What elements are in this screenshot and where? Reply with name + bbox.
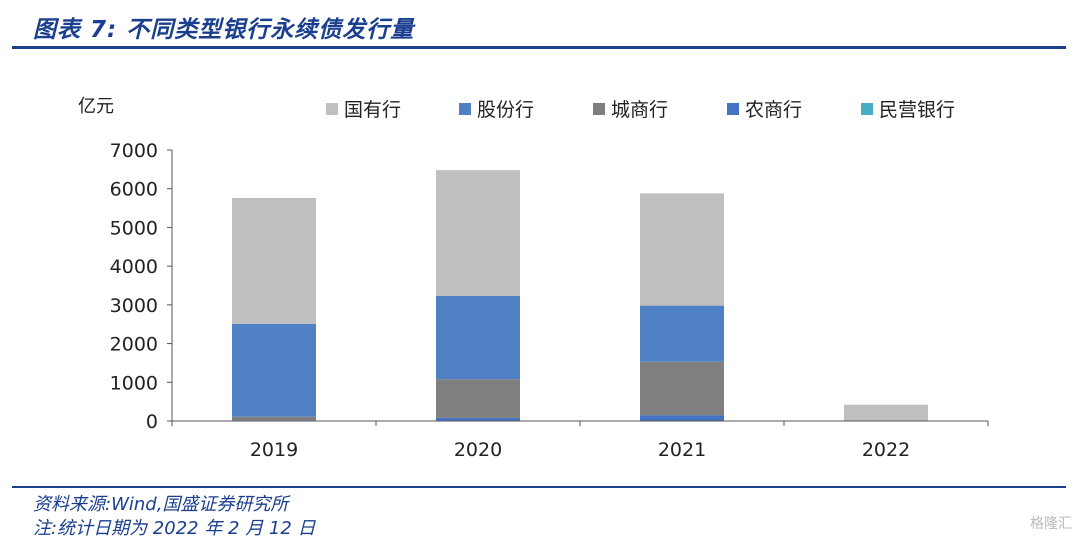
chart-title: 图表 7: 不同类型银行永续债发行量 [33,17,415,43]
bar-segment [436,170,520,296]
legend-swatch [459,103,471,115]
legend-item: 民营银行 [861,99,955,121]
bar-segment [844,404,928,421]
y-tick-label: 6000 [110,179,158,201]
x-tick-label: 2022 [862,439,910,461]
bar-segment [232,323,316,417]
bar-segment [640,415,724,421]
legend-swatch [593,103,605,115]
x-tick-label: 2021 [658,439,706,461]
bar-segment [640,305,724,362]
y-axis: 0 1000 2000 3000 4000 5000 6000 7000 [110,140,173,433]
stacked-bar-chart: 亿元 国有行 股份行 城商行 农商行 民营银行 0 1000 2000 3000 4000 500… [78,96,989,461]
x-tick-label: 2020 [454,439,502,461]
y-axis-label: 亿元 [78,96,114,117]
source-note: 资料来源:Wind,国盛证券研究所 [33,494,289,515]
bar-segment [232,416,316,421]
legend-label: 国有行 [344,99,401,121]
legend-swatch [727,103,739,115]
header-rule [12,46,1066,49]
legend-label: 股份行 [477,99,534,121]
legend-label: 农商行 [745,99,802,121]
y-tick-label: 4000 [110,256,158,278]
bars [232,170,928,421]
legend-label: 民营银行 [879,99,955,121]
footer-rule [12,486,1066,488]
legend: 国有行 股份行 城商行 农商行 民营银行 [326,99,955,121]
legend-item: 国有行 [326,99,401,121]
bar-segment [436,379,520,418]
bar-segment [436,417,520,421]
legend-label: 城商行 [611,99,668,121]
x-axis: 2019 2020 2021 2022 [171,420,989,461]
legend-item: 股份行 [459,99,534,121]
bar-segment [232,198,316,324]
date-note: 注:统计日期为 2022 年 2 月 12 日 [33,518,316,539]
bar-segment [640,193,724,306]
legend-item: 城商行 [593,99,668,121]
bar-segment [436,295,520,380]
y-tick-label: 1000 [110,372,158,394]
watermark-logo: 格隆汇 [1030,516,1072,532]
bar-segment [640,361,724,416]
legend-swatch [326,103,338,115]
y-tick-label: 3000 [110,295,158,317]
x-tick-label: 2019 [250,439,298,461]
y-tick-label: 7000 [110,140,158,162]
legend-item: 农商行 [727,99,802,121]
y-tick-label: 0 [146,411,158,433]
y-tick-label: 5000 [110,217,158,239]
y-tick-label: 2000 [110,334,158,356]
legend-swatch [861,103,873,115]
